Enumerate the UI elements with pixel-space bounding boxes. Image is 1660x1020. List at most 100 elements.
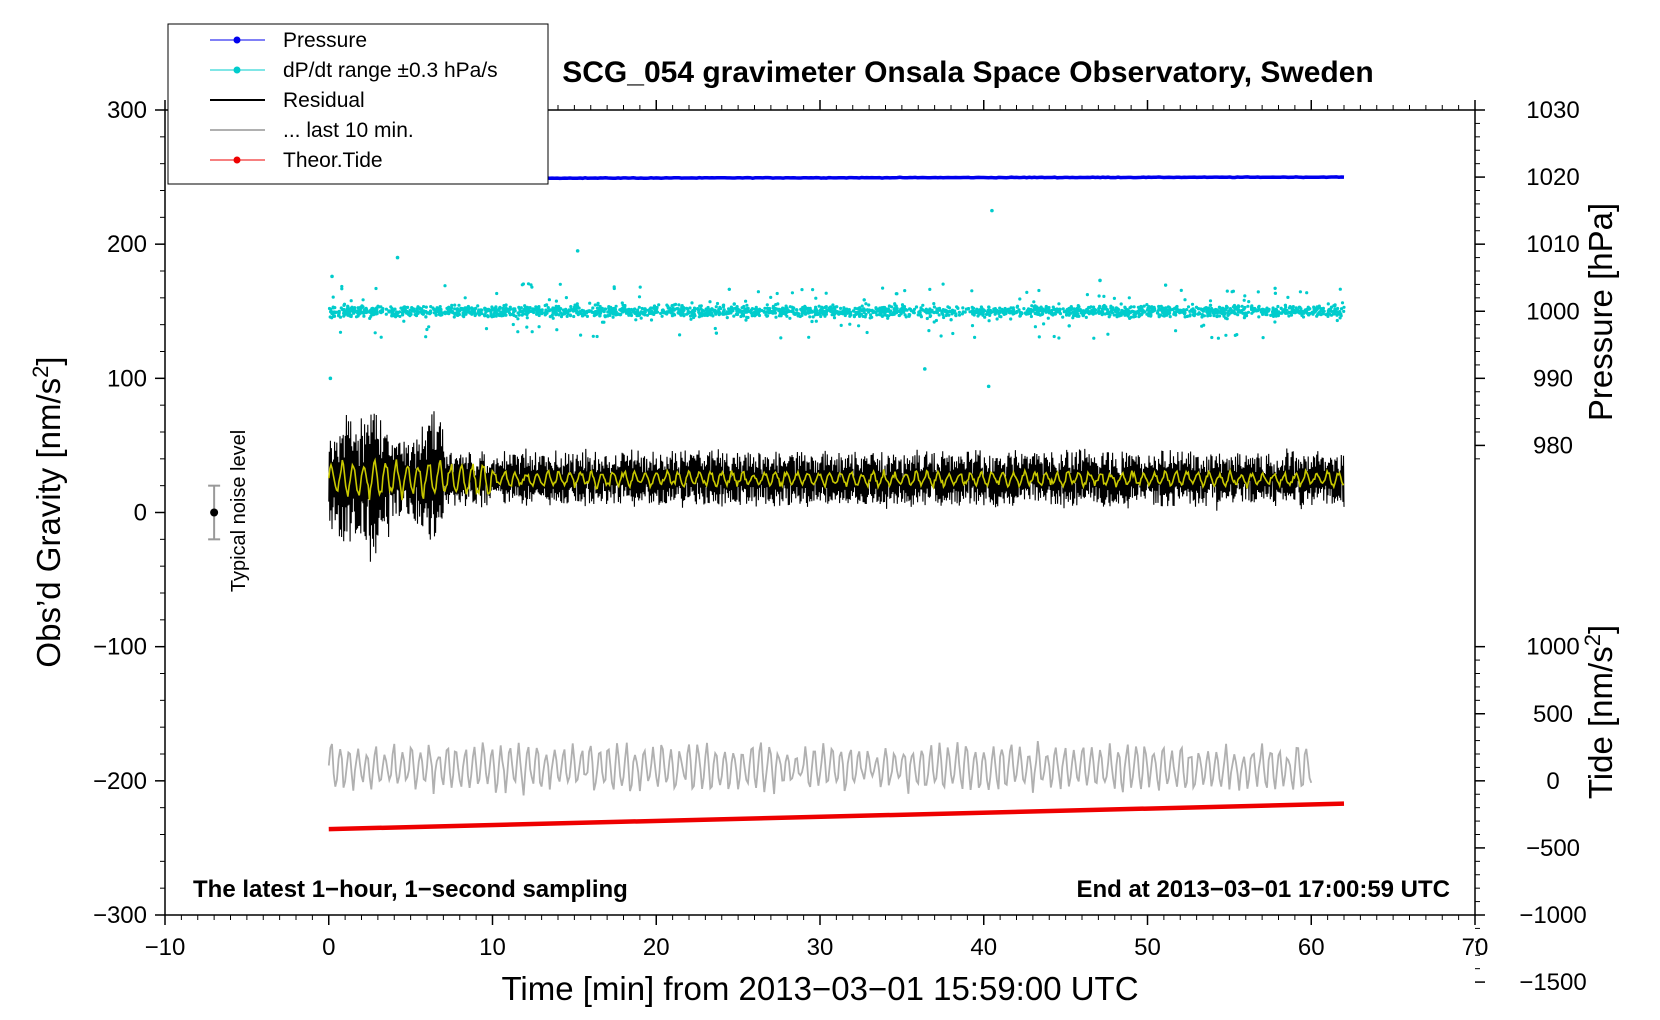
dpdt-point (773, 311, 778, 315)
dpdt-point (517, 305, 521, 309)
dpdt-point (554, 299, 559, 303)
dpdt-point (1022, 307, 1026, 311)
dpdt-point (1018, 310, 1022, 314)
dpdt-point (1164, 308, 1168, 312)
annotation-end-time: End at 2013−03−01 17:00:59 UTC (1076, 876, 1450, 903)
dpdt-point (478, 310, 482, 314)
dpdt-point (530, 330, 534, 334)
dpdt-point (1115, 307, 1119, 311)
dpdt-point (553, 306, 558, 310)
dpdt-point (828, 306, 832, 310)
dpdt-point (742, 304, 746, 309)
dpdt-point (1261, 312, 1265, 316)
dpdt-point (1033, 308, 1037, 312)
dpdt-point (476, 304, 480, 308)
legend-label: ... last 10 min. (283, 119, 414, 142)
dpdt-point (675, 307, 679, 311)
dpdt-point (595, 306, 600, 310)
dpdt-point (754, 305, 758, 309)
dpdt-point (629, 307, 634, 312)
dpdt-point (1244, 311, 1248, 315)
dpdt-point (373, 331, 377, 335)
dpdt-point (839, 323, 843, 327)
dpdt-point (1231, 289, 1235, 293)
dpdt-point (803, 312, 808, 316)
dpdt-point (1077, 314, 1081, 318)
dpdt-point (803, 308, 807, 312)
dpdt-point (1100, 307, 1104, 311)
dpdt-point (871, 310, 875, 315)
dpdt-point (661, 309, 665, 313)
dpdt-point (744, 299, 748, 303)
dpdt-point (374, 286, 378, 291)
dpdt-point (693, 314, 697, 318)
dpdt-point (862, 298, 866, 302)
dpdt-point (1261, 336, 1265, 340)
dpdt-point (516, 317, 520, 321)
dpdt-point (1061, 307, 1065, 311)
dpdt-point (1025, 310, 1029, 314)
dpdt-point (874, 310, 878, 315)
dpdt-point (611, 315, 615, 319)
dpdt-point (391, 309, 395, 313)
dpdt-point (839, 311, 843, 315)
dpdt-point (1307, 307, 1311, 311)
dpdt-point (327, 306, 332, 311)
dpdt-point (851, 309, 856, 313)
dpdt-point (765, 303, 769, 307)
x-tick-label: 60 (1298, 934, 1325, 961)
dpdt-point (681, 308, 685, 312)
dpdt-point (1162, 306, 1166, 310)
dpdt-point (449, 309, 453, 313)
dpdt-point (331, 295, 335, 299)
dpdt-point (373, 307, 377, 311)
dpdt-point (1052, 334, 1056, 339)
dpdt-point (1112, 313, 1116, 317)
dpdt-point (340, 284, 344, 289)
dpdt-point (813, 313, 818, 317)
dpdt-point (598, 311, 602, 315)
dpdt-point (745, 307, 750, 311)
dpdt-point (1335, 318, 1339, 323)
dpdt-point (743, 307, 747, 311)
dpdt-point (1053, 312, 1057, 316)
legend-marker (233, 156, 241, 164)
dpdt-point (775, 291, 779, 296)
dpdt-point (957, 313, 962, 317)
dpdt-point (361, 298, 365, 302)
dpdt-point (575, 302, 579, 306)
dpdt-point (519, 306, 523, 310)
dpdt-point (1084, 315, 1088, 319)
dpdt-point (1033, 311, 1037, 316)
dpdt-point (1287, 310, 1291, 314)
dpdt-point (501, 306, 505, 310)
dpdt-point (678, 333, 682, 337)
dpdt-point (665, 303, 669, 307)
dpdt-point (1096, 310, 1100, 314)
dpdt-point (867, 303, 871, 307)
dpdt-point (506, 307, 510, 311)
dpdt-point (468, 311, 472, 315)
dpdt-point (1241, 311, 1245, 315)
dpdt-point (504, 313, 508, 317)
dpdt-point (624, 311, 629, 315)
pressure-tick-label: 1020 (1526, 164, 1579, 191)
dpdt-point (878, 306, 882, 310)
dpdt-point (865, 330, 869, 335)
dpdt-point (927, 329, 931, 333)
dpdt-point (1256, 309, 1260, 313)
dpdt-point (897, 313, 901, 318)
dpdt-point (981, 311, 985, 315)
dpdt-point (668, 306, 672, 310)
tide-tick-label: −500 (1526, 835, 1580, 862)
dpdt-point (832, 309, 836, 313)
dpdt-point (402, 319, 406, 323)
dpdt-point (538, 308, 542, 312)
y-tick-label: −100 (93, 634, 147, 661)
dpdt-point (636, 308, 640, 312)
tide-title-bracket: ] (1582, 625, 1619, 634)
dpdt-point (466, 306, 470, 310)
dpdt-point (537, 325, 541, 329)
dpdt-point (834, 305, 838, 309)
dpdt-point (1336, 311, 1340, 315)
